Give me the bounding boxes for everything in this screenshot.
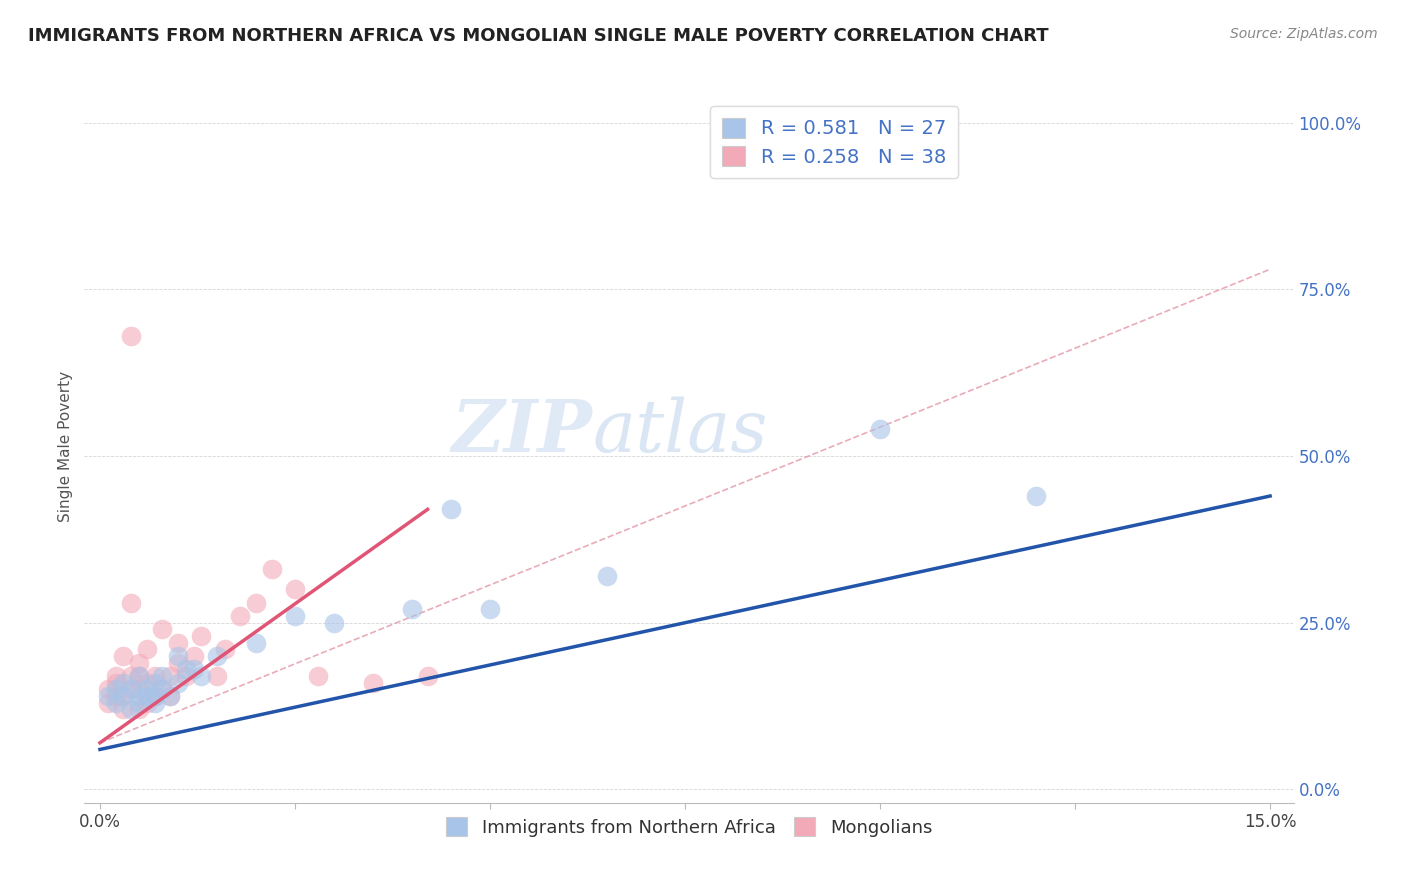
Point xyxy=(112,649,135,664)
Point xyxy=(112,702,135,716)
Point xyxy=(245,596,267,610)
Point xyxy=(159,689,181,703)
Point xyxy=(205,669,228,683)
Point xyxy=(190,669,212,683)
Point xyxy=(229,609,252,624)
Point xyxy=(104,689,127,703)
Point xyxy=(112,689,135,703)
Point xyxy=(135,689,157,703)
Point xyxy=(120,682,142,697)
Point xyxy=(128,669,150,683)
Point xyxy=(245,636,267,650)
Point xyxy=(150,623,173,637)
Point xyxy=(104,669,127,683)
Text: IMMIGRANTS FROM NORTHERN AFRICA VS MONGOLIAN SINGLE MALE POVERTY CORRELATION CHA: IMMIGRANTS FROM NORTHERN AFRICA VS MONGO… xyxy=(28,27,1049,45)
Point xyxy=(150,682,173,697)
Point xyxy=(159,689,181,703)
Point xyxy=(183,649,205,664)
Point xyxy=(167,656,190,670)
Point xyxy=(150,682,173,697)
Point xyxy=(104,696,127,710)
Point xyxy=(143,689,166,703)
Point xyxy=(440,502,463,516)
Point xyxy=(479,602,502,616)
Point xyxy=(135,682,157,697)
Point xyxy=(128,696,150,710)
Point xyxy=(104,675,127,690)
Point xyxy=(143,675,166,690)
Point xyxy=(120,702,142,716)
Point xyxy=(284,609,307,624)
Point xyxy=(167,649,190,664)
Point xyxy=(112,689,135,703)
Point xyxy=(143,689,166,703)
Point xyxy=(120,669,142,683)
Point xyxy=(190,629,212,643)
Point xyxy=(159,669,181,683)
Point xyxy=(120,682,142,697)
Point xyxy=(596,569,619,583)
Point xyxy=(205,649,228,664)
Point xyxy=(167,675,190,690)
Point xyxy=(174,669,197,683)
Point xyxy=(143,669,166,683)
Point xyxy=(869,422,891,436)
Point xyxy=(401,602,423,616)
Point xyxy=(361,675,384,690)
Point xyxy=(128,656,150,670)
Point xyxy=(112,675,135,690)
Point xyxy=(260,562,283,576)
Point xyxy=(135,696,157,710)
Point xyxy=(120,329,142,343)
Point xyxy=(97,689,120,703)
Point xyxy=(284,582,307,597)
Point xyxy=(307,669,329,683)
Point xyxy=(120,596,142,610)
Text: Source: ZipAtlas.com: Source: ZipAtlas.com xyxy=(1230,27,1378,41)
Point xyxy=(214,642,236,657)
Point xyxy=(135,675,157,690)
Text: atlas: atlas xyxy=(592,396,768,467)
Text: ZIP: ZIP xyxy=(451,396,592,467)
Point xyxy=(104,682,127,697)
Point xyxy=(128,689,150,703)
Point xyxy=(128,682,150,697)
Point xyxy=(416,669,439,683)
Point xyxy=(183,662,205,676)
Point xyxy=(97,696,120,710)
Point xyxy=(150,669,173,683)
Point xyxy=(174,662,197,676)
Point xyxy=(167,636,190,650)
Point xyxy=(97,682,120,697)
Point xyxy=(323,615,346,630)
Legend: Immigrants from Northern Africa, Mongolians: Immigrants from Northern Africa, Mongoli… xyxy=(439,810,939,844)
Y-axis label: Single Male Poverty: Single Male Poverty xyxy=(58,370,73,522)
Point xyxy=(143,696,166,710)
Point xyxy=(1025,489,1047,503)
Point xyxy=(135,642,157,657)
Point xyxy=(128,669,150,683)
Point xyxy=(128,702,150,716)
